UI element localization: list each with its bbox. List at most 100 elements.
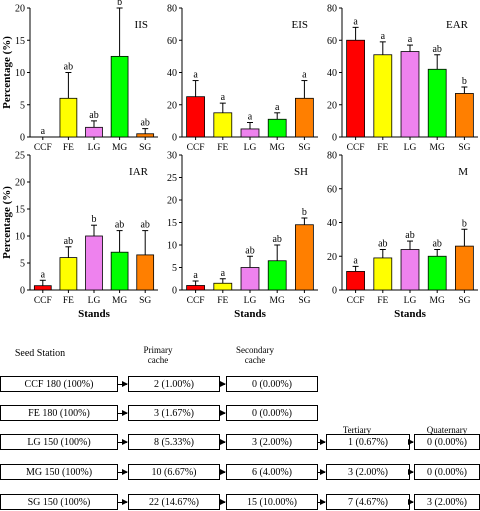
y-tick-label: 0 — [172, 133, 177, 144]
station-box: FE 180 (100%) — [0, 405, 118, 421]
x-tick-label: MG — [270, 296, 285, 306]
x-tick-label: SG — [458, 143, 470, 153]
bar-mg — [427, 68, 447, 138]
bar-lg — [240, 128, 260, 138]
flow-arrow — [118, 381, 128, 387]
x-tick-label: LG — [404, 296, 417, 306]
x-tick-label: SG — [139, 296, 151, 306]
station-box: CCF 180 (100%) — [0, 376, 118, 392]
significance-letter: a — [41, 126, 46, 137]
x-tick-label: FE — [377, 143, 388, 153]
significance-letter: ab — [140, 118, 149, 129]
bar-fe — [213, 282, 233, 291]
x-tick-label: SG — [298, 143, 310, 153]
x-tick-label: LG — [244, 296, 257, 306]
flow-arrow — [220, 499, 226, 505]
header-tertiary-line1: Tertiary — [342, 425, 372, 435]
y-tick-label: 25 — [167, 173, 177, 184]
y-tick-label: 5 — [172, 263, 177, 274]
y-tick-label: 80 — [167, 4, 177, 15]
y-tick-label: 40 — [167, 68, 177, 79]
panel-title: EAR — [446, 19, 469, 31]
y-tick-label: 0 — [172, 286, 177, 297]
quaternary-box: 0 (0.00%) — [414, 464, 480, 480]
bar-sg — [295, 97, 314, 138]
significance-letter: a — [408, 34, 413, 45]
chart-panel-iar: 0 5 10 15 20 25 a CCF ab FE b LG ab MG ab SG IAR Percenta… — [1, 151, 158, 320]
chart-panel-eis: 0 20 40 60 80 a CCF a FE a LG a MG a SG EIS — [167, 4, 318, 153]
y-tick-label: 0 — [332, 133, 337, 144]
significance-letter: a — [353, 16, 358, 27]
bar-fe — [373, 54, 393, 138]
x-tick-label: CCF — [34, 296, 52, 306]
header-primary-line2: cache — [147, 355, 169, 365]
y-tick-label: 0 — [20, 133, 25, 144]
x-tick-label: CCF — [187, 143, 205, 153]
flow-arrow — [220, 410, 226, 416]
significance-letter: ab — [272, 234, 281, 245]
significance-letter: ab — [432, 239, 441, 250]
flow-arrow — [220, 439, 226, 445]
y-tick-label: 60 — [327, 36, 337, 47]
panel-title: M — [458, 166, 468, 178]
significance-letter: ab — [432, 44, 441, 55]
secondary-box: 6 (4.00%) — [226, 464, 318, 480]
significance-letter: a — [275, 102, 280, 113]
secondary-box: 3 (2.00%) — [226, 434, 318, 450]
header-secondary-line1: Secondary — [236, 345, 274, 355]
y-tick-label: 60 — [167, 36, 177, 47]
x-tick-label: MG — [430, 296, 445, 306]
tertiary-box: 7 (4.67%) — [326, 494, 410, 510]
significance-letter: a — [221, 92, 226, 103]
quaternary-box: 0 (0.00%) — [414, 434, 480, 450]
x-tick-label: MG — [430, 143, 445, 153]
bar-fe — [373, 257, 393, 291]
bar-sg — [455, 245, 474, 291]
x-tick-label: SG — [298, 296, 310, 306]
flow-arrow — [118, 439, 128, 445]
x-tick-label: FE — [217, 296, 228, 306]
bar-ccf — [346, 39, 365, 138]
significance-letter: ab — [89, 110, 98, 121]
y-tick-label: 20 — [15, 4, 25, 15]
bar-lg — [85, 235, 103, 291]
significance-letter: ab — [64, 236, 73, 247]
y-tick-label: 20 — [327, 252, 337, 263]
bar-fe — [213, 112, 233, 138]
y-tick-label: 30 — [167, 151, 177, 162]
significance-letter: a — [221, 268, 226, 279]
flow-arrow — [408, 499, 414, 505]
flow-arrow — [118, 499, 128, 505]
bar-ccf — [186, 285, 205, 291]
panel-title: IIS — [135, 19, 148, 31]
header-quaternary-line1: Quaternary — [426, 425, 468, 435]
y-tick-label: 5 — [20, 100, 25, 111]
x-tick-label: MG — [270, 143, 285, 153]
bar-mg — [110, 55, 129, 138]
bar-sg — [136, 133, 155, 138]
bar-lg — [85, 126, 103, 138]
panel-title: SH — [294, 166, 308, 178]
bar-sg — [295, 224, 314, 291]
significance-letter: ab — [405, 230, 414, 241]
y-tick-label: 20 — [167, 100, 177, 111]
primary-box: 3 (1.67%) — [128, 405, 220, 421]
x-tick-label: LG — [244, 143, 257, 153]
bar-lg — [400, 249, 420, 291]
chart-panel-sh: 0 5 10 15 20 25 30 a CCF a FE ab LG ab MG b SG SH Stands — [167, 151, 318, 320]
y-tick-label: 10 — [15, 68, 25, 79]
primary-box: 22 (14.67%) — [128, 494, 220, 510]
significance-letter: a — [41, 269, 46, 280]
x-tick-label: CCF — [34, 143, 52, 153]
significance-letter: a — [193, 270, 198, 281]
flow-arrow — [318, 469, 326, 475]
secondary-box: 15 (10.00%) — [226, 494, 318, 510]
x-tick-label: SG — [139, 143, 151, 153]
header-secondary-cache: Secondary cache — [225, 345, 285, 365]
flow-arrow — [118, 469, 128, 475]
x-axis-label: Stands — [394, 308, 427, 320]
bar-lg — [400, 51, 420, 138]
x-tick-label: FE — [377, 296, 388, 306]
bar-sg — [136, 254, 155, 291]
y-tick-label: 20 — [15, 178, 25, 189]
